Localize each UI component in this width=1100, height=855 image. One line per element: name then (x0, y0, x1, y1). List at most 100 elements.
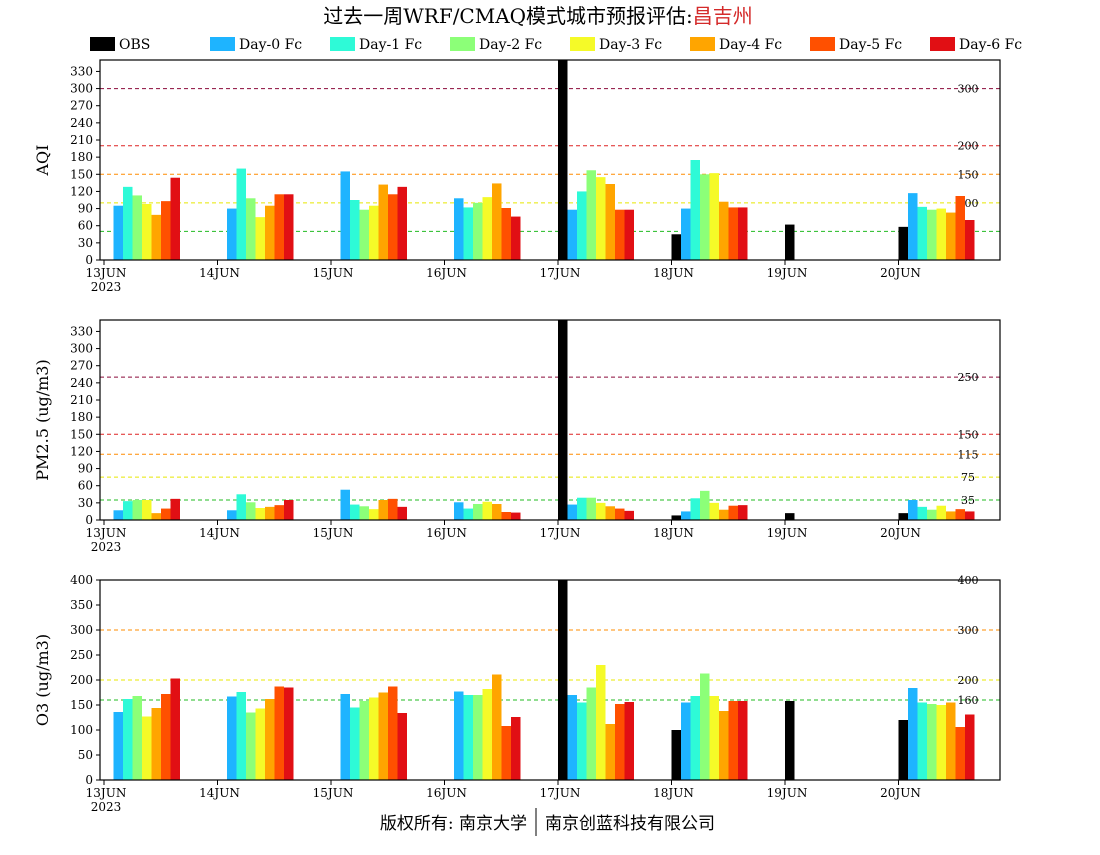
y-axis-label: PM2.5 (ug/m3) (33, 359, 52, 480)
bar (473, 695, 483, 780)
y-tick-label: 60 (78, 219, 93, 233)
bar (350, 504, 360, 520)
bar (567, 695, 577, 780)
bar (709, 696, 719, 780)
bar-group (113, 580, 975, 780)
bar (255, 708, 265, 780)
bar (596, 177, 606, 260)
bar (236, 168, 246, 260)
bar (227, 208, 237, 260)
bar (927, 704, 937, 780)
bar (728, 207, 738, 260)
bar (123, 186, 133, 260)
bar (501, 726, 511, 780)
y-tick-label: 50 (78, 748, 93, 762)
bar-group (113, 320, 975, 520)
bar (738, 701, 748, 780)
bar (511, 512, 521, 520)
x-tick-label: 18JUN (653, 786, 694, 800)
threshold-label: 160 (958, 694, 979, 707)
footer: 版权所有: 南京大学 南京创蓝科技有限公司 (380, 808, 715, 836)
threshold-label: 115 (958, 448, 979, 461)
x-tick-label: 19JUN (767, 266, 808, 280)
bar (501, 208, 511, 260)
bar (463, 695, 473, 780)
x-tick-label: 20JUN (880, 266, 921, 280)
bar (123, 501, 133, 520)
y-tick-label: 150 (70, 427, 93, 441)
bar (927, 209, 937, 260)
plot-frame (99, 319, 1001, 521)
bar (473, 202, 483, 260)
bar (738, 505, 748, 520)
bar (369, 509, 379, 520)
bar (388, 686, 398, 780)
bar (161, 694, 171, 780)
y-tick-label: 300 (70, 342, 93, 356)
bar (596, 502, 606, 520)
bar (397, 506, 407, 520)
legend-swatch (930, 37, 955, 51)
bar (255, 508, 265, 520)
bar (965, 714, 975, 780)
x-tick-label: 14JUN (199, 786, 240, 800)
bar (274, 686, 284, 780)
bar (473, 504, 483, 520)
y-tick-label: 0 (85, 513, 93, 527)
bar (482, 197, 492, 260)
bar (709, 173, 719, 260)
bar (671, 730, 681, 780)
bar (615, 209, 625, 260)
bar (151, 708, 161, 780)
x-tick-label: 18JUN (653, 526, 694, 540)
bar (671, 515, 681, 520)
x-tick-label: 15JUN (313, 786, 354, 800)
bar (463, 508, 473, 520)
bar (236, 494, 246, 520)
bar (265, 205, 275, 260)
x-tick-label: 18JUN (653, 266, 694, 280)
bar (586, 497, 596, 520)
legend-label: Day-2 Fc (479, 37, 542, 53)
bar (246, 198, 256, 260)
chart-title-city: 昌吉州 (693, 4, 753, 28)
x-year-label: 2023 (91, 800, 122, 814)
bar (113, 205, 123, 260)
bar (359, 701, 369, 780)
bar (284, 194, 294, 260)
bar (501, 512, 511, 520)
threshold-label: 200 (958, 140, 979, 153)
threshold-label: 150 (958, 428, 979, 441)
bar (908, 688, 918, 780)
legend-swatch (450, 37, 475, 51)
bar (340, 171, 350, 260)
bar (624, 702, 634, 780)
y-tick-label: 250 (70, 648, 93, 662)
x-tick-label: 14JUN (199, 526, 240, 540)
bar (700, 673, 710, 780)
y-tick-label: 240 (70, 116, 93, 130)
bar (577, 702, 587, 780)
bar (936, 505, 946, 520)
bar-group (113, 60, 975, 260)
bar (161, 201, 171, 260)
bar (917, 702, 927, 780)
threshold-label: 300 (958, 624, 979, 637)
bar (511, 717, 521, 780)
bar (681, 702, 691, 780)
plot-frame (99, 579, 1001, 781)
bar (558, 580, 568, 780)
legend-label: Day-1 Fc (359, 37, 422, 53)
legend: OBS Day-0 Fc Day-1 Fc Day-2 Fc Day-3 Fc Day-4… (90, 37, 1022, 53)
bar (227, 696, 237, 780)
bar (681, 511, 691, 520)
x-tick-label: 15JUN (313, 526, 354, 540)
bar (511, 216, 521, 260)
bar (719, 711, 729, 780)
x-tick-label: 19JUN (767, 786, 808, 800)
bar (142, 204, 152, 260)
legend-swatch (570, 37, 595, 51)
bar (728, 505, 738, 520)
bar (624, 510, 634, 520)
x-year-label: 2023 (91, 280, 122, 294)
